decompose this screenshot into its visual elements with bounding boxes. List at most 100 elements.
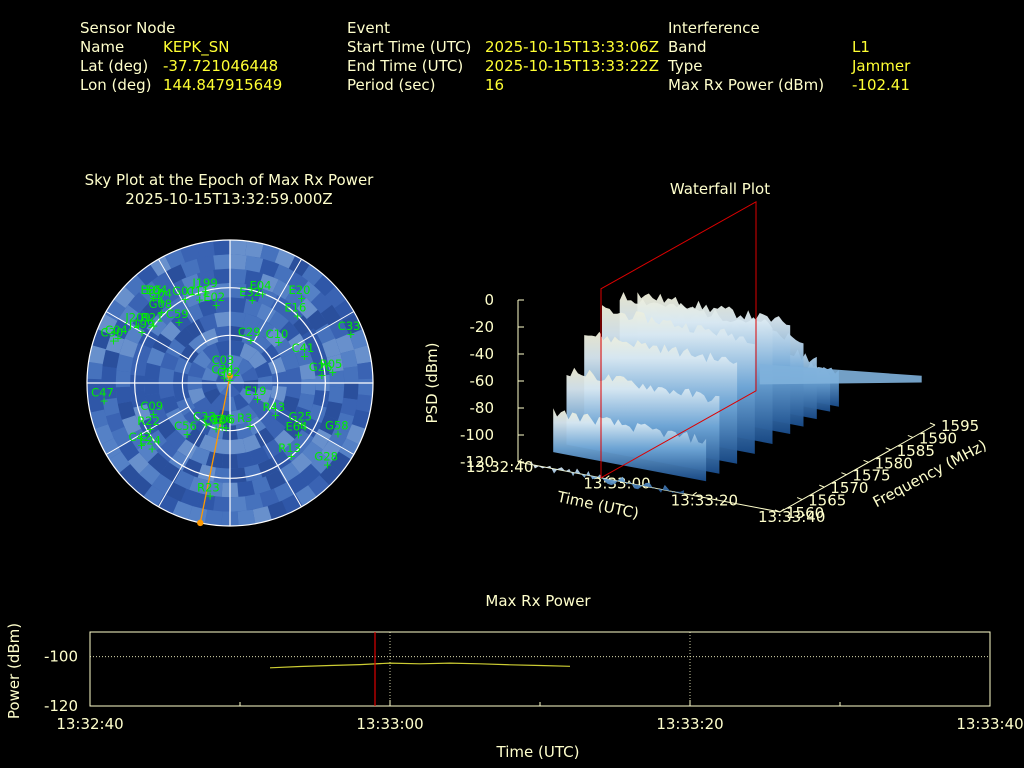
skyplot-background	[87, 240, 373, 526]
waterfall-time-tick	[779, 508, 785, 513]
skyplot-tile	[176, 397, 195, 416]
skyplot-tile	[127, 452, 150, 474]
skyplot-spoke	[253, 258, 302, 342]
power-y-tick-label: -120	[44, 697, 78, 715]
waterfall-freq-tick-label: 1590	[919, 429, 957, 447]
interference-power-label: Max Rx Power (dBm)	[668, 76, 825, 94]
skyplot-tile	[214, 438, 230, 455]
satellite-marker: +	[157, 295, 166, 308]
skyplot-tile	[282, 441, 304, 462]
skyplot-spoke	[253, 424, 302, 508]
skyplot-tile	[121, 415, 141, 436]
skyplot-tile	[259, 258, 280, 278]
waterfall-freq-tick-label: 1560	[786, 504, 824, 522]
skyplot-tile	[244, 464, 263, 482]
satellite-marker: +	[149, 408, 158, 421]
skyplot-tile	[319, 415, 339, 436]
event-labels: Start Time (UTC) End Time (UTC) Period (…	[347, 38, 471, 95]
satellite-marker: +	[300, 350, 309, 363]
skyplot-tile	[236, 357, 254, 375]
satellite-label: C33	[338, 319, 361, 333]
skyplot-tile	[101, 383, 117, 400]
waterfall-time-tick	[517, 458, 523, 463]
skyplot-tile	[285, 383, 302, 399]
skyplot-tile	[188, 334, 208, 354]
waterfall-time-tick	[692, 491, 697, 496]
skyplot-tile	[111, 426, 131, 448]
event-end-value: 2025-10-15T13:33:22Z	[485, 57, 659, 75]
waterfall-time-tick-label: 13:33:20	[671, 491, 738, 509]
skyplot-tile	[230, 383, 241, 398]
skyplot-tile	[273, 482, 295, 502]
skyplot-tile	[308, 342, 327, 362]
skyplot-tile	[335, 412, 355, 433]
skyplot-tile	[230, 368, 241, 383]
skyplot-tile	[349, 329, 368, 350]
skyplot-tile	[306, 309, 328, 331]
skyplot-tile	[325, 286, 347, 308]
skyplot-tile	[230, 496, 247, 512]
waterfall-freq-tick-label: 1575	[852, 467, 890, 485]
skyplot-tile	[204, 509, 223, 526]
skyplot-tile	[247, 416, 267, 436]
skyplot-tile	[302, 441, 323, 463]
power-ticks: 13:32:40 13:33:00 13:33:20 13:33:40 -100 -120	[44, 648, 1024, 733]
skyplot-tile	[340, 397, 358, 417]
skyplot-tile	[213, 254, 230, 270]
skyplot-tile	[203, 388, 221, 405]
skyplot-tile	[132, 309, 154, 331]
skyplot-tile	[251, 476, 271, 495]
skyplot-tile	[315, 323, 336, 344]
skyplot-tile	[299, 362, 316, 380]
skyplot-tile	[244, 493, 264, 511]
skyplot-tile	[157, 493, 179, 514]
skyplot-tile	[230, 240, 247, 256]
satellite-label: C10	[266, 327, 289, 341]
skyplot-tile	[155, 418, 176, 440]
skyplot-tile	[296, 297, 318, 319]
event-start-value: 2025-10-15T13:33:06Z	[485, 38, 659, 56]
skyplot-tile	[293, 429, 314, 451]
skyplot-tile	[205, 451, 224, 469]
skyplot-tile	[147, 452, 169, 474]
satellite-label: E02	[203, 290, 225, 304]
satellite-marker: +	[195, 293, 204, 306]
satellite-label: G58	[325, 418, 349, 432]
event-period-label: Period (sec)	[347, 76, 436, 94]
skyplot-tile	[165, 264, 187, 284]
skyplot-tile	[272, 279, 294, 300]
skyplot-tile	[172, 500, 193, 520]
skyplot-tile	[262, 439, 283, 460]
skyplot-tile	[328, 386, 345, 404]
skyplot-tile	[196, 255, 216, 273]
skyplot-tile	[180, 488, 201, 508]
waterfall-z-tick-label: -120	[460, 453, 494, 471]
satellite-marker: +	[222, 421, 231, 434]
skyplot-tile	[248, 397, 268, 416]
satellite-label: J209	[124, 311, 150, 325]
waterfall-xlabel: Time (UTC)	[555, 487, 641, 522]
skyplot-subtitle: 2025-10-15T13:32:59.000Z	[125, 190, 333, 208]
power-x-tick-label: 13:33:00	[356, 715, 423, 733]
skyplot-tile	[261, 344, 281, 364]
waterfall-zlabel: PSD (dBm)	[423, 342, 441, 423]
skyplot-tile	[311, 428, 332, 450]
waterfall-time-tick-label: 13:33:00	[583, 475, 650, 493]
satellite-label: R23	[197, 481, 220, 495]
skyplot-tile	[335, 333, 355, 354]
skyplot-tile	[230, 354, 244, 371]
satellite-label: C30	[101, 326, 124, 340]
sensor-node-heading: Sensor Node	[80, 19, 176, 37]
satellite-label: G08	[149, 297, 173, 311]
waterfall-freq-tick	[863, 459, 869, 463]
skyplot-tile	[185, 427, 206, 448]
skyplot-tile	[329, 451, 351, 474]
skyplot-tile	[137, 441, 158, 463]
skyplot-tile	[183, 303, 204, 323]
skyplot-tile	[213, 268, 230, 284]
skyplot-tile	[183, 407, 203, 428]
skyplot-tile	[281, 395, 300, 414]
skyplot-tile	[230, 467, 247, 484]
skyplot-tile	[237, 509, 256, 526]
skyplot-tile	[213, 467, 230, 484]
